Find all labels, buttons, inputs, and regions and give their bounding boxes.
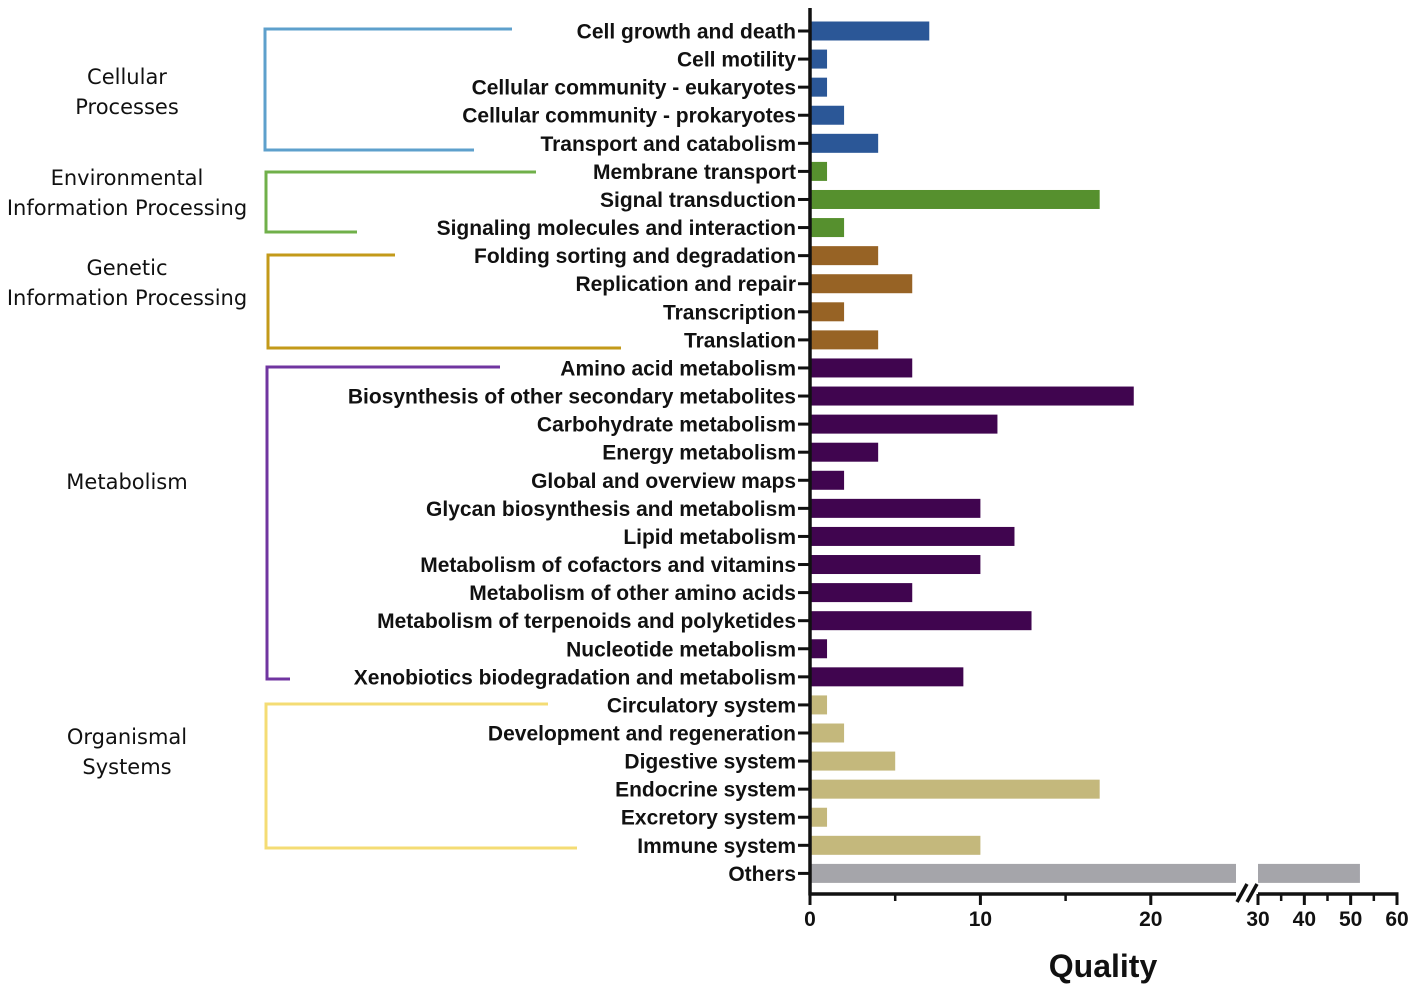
category-label-excretory-system: Excretory system bbox=[621, 807, 796, 830]
bracket-organismal-systems bbox=[264, 702, 577, 850]
bar-transcription bbox=[810, 302, 845, 322]
category-label-carbohydrate-metabolism: Carbohydrate metabolism bbox=[537, 414, 796, 437]
bar-immune-system bbox=[810, 835, 981, 855]
group-label-environmental-information-processing: Information Processing bbox=[7, 196, 247, 220]
category-label-biosynthesis-of-other-secondary-metabolites: Biosynthesis of other secondary metaboli… bbox=[348, 386, 796, 409]
group-label-genetic-information-processing: Information Processing bbox=[7, 286, 247, 310]
x-tick-label-20: 20 bbox=[1139, 908, 1162, 931]
group-label-metabolism: Metabolism bbox=[66, 470, 187, 494]
bar-folding-sorting-and-degradation bbox=[810, 246, 879, 266]
group-label-cellular-processes: Processes bbox=[75, 95, 179, 119]
group-label-cellular-processes: Cellular bbox=[87, 65, 167, 89]
bar-signal-transduction bbox=[810, 189, 1100, 209]
bars bbox=[810, 21, 1360, 883]
category-label-cellular-community-eukaryotes: Cellular community - eukaryotes bbox=[472, 77, 796, 100]
x-tick-label-10: 10 bbox=[969, 908, 992, 931]
bracket-cellular-processes bbox=[263, 27, 512, 152]
x-axis-title: Quality bbox=[1049, 948, 1158, 984]
bar-metabolism-of-terpenoids-and-polyketides bbox=[810, 611, 1032, 631]
category-label-lipid-metabolism: Lipid metabolism bbox=[623, 526, 796, 549]
bar-cellular-community-prokaryotes bbox=[810, 105, 845, 125]
bar-cell-motility bbox=[810, 49, 828, 69]
bar-signaling-molecules-and-interaction bbox=[810, 218, 845, 238]
category-label-others: Others bbox=[728, 863, 796, 886]
bar-carbohydrate-metabolism bbox=[810, 414, 998, 434]
x-tick-label-40: 40 bbox=[1293, 908, 1316, 931]
x-tick-label-60: 60 bbox=[1385, 908, 1408, 931]
bracket-metabolism bbox=[265, 365, 500, 681]
bar-xenobiotics-biodegradation-and-metabolism bbox=[810, 667, 964, 687]
bar-others-continued bbox=[1258, 863, 1360, 883]
category-label-membrane-transport: Membrane transport bbox=[593, 161, 796, 184]
bar-replication-and-repair bbox=[810, 274, 913, 294]
category-label-amino-acid-metabolism: Amino acid metabolism bbox=[560, 357, 796, 380]
category-label-transport-and-catabolism: Transport and catabolism bbox=[540, 133, 796, 156]
category-labels: Cell growth and death Cell motility Cellul… bbox=[348, 21, 796, 886]
category-label-cellular-community-prokaryotes: Cellular community - prokaryotes bbox=[462, 105, 796, 128]
category-label-digestive-system: Digestive system bbox=[624, 751, 796, 774]
group-label-organismal-systems: Organismal bbox=[67, 725, 187, 749]
axis-break-mark-left bbox=[1235, 883, 1249, 903]
bar-development-and-regeneration bbox=[810, 723, 845, 743]
bar-metabolism-of-other-amino-acids bbox=[810, 583, 913, 603]
bar-global-and-overview-maps bbox=[810, 470, 845, 490]
category-label-translation: Translation bbox=[684, 329, 796, 352]
group-brackets bbox=[263, 27, 621, 850]
axis-break-mark-right bbox=[1245, 883, 1259, 903]
bar-excretory-system bbox=[810, 807, 828, 827]
category-label-global-and-overview-maps: Global and overview maps bbox=[531, 470, 796, 493]
x-tick-label-50: 50 bbox=[1339, 908, 1362, 931]
group-label-environmental-information-processing: Environmental bbox=[51, 166, 204, 190]
bar-lipid-metabolism bbox=[810, 526, 1015, 546]
bar-nucleotide-metabolism bbox=[810, 639, 828, 659]
bar-energy-metabolism bbox=[810, 442, 879, 462]
bar-amino-acid-metabolism bbox=[810, 358, 913, 378]
x-tick-label-30: 30 bbox=[1246, 908, 1269, 931]
category-label-replication-and-repair: Replication and repair bbox=[575, 273, 796, 296]
category-label-immune-system: Immune system bbox=[637, 835, 796, 858]
category-label-folding-sorting-and-degradation: Folding sorting and degradation bbox=[474, 245, 796, 268]
axes: 0 10 20 30 40 50 60 bbox=[798, 8, 1409, 931]
category-label-development-and-regeneration: Development and regeneration bbox=[488, 723, 796, 746]
category-label-cell-growth-and-death: Cell growth and death bbox=[577, 21, 796, 44]
bar-transport-and-catabolism bbox=[810, 133, 879, 153]
category-label-xenobiotics-biodegradation-and-metabolism: Xenobiotics biodegradation and metabolis… bbox=[354, 666, 796, 689]
category-label-circulatory-system: Circulatory system bbox=[607, 694, 796, 717]
category-label-metabolism-of-other-amino-acids: Metabolism of other amino acids bbox=[469, 582, 796, 605]
category-label-energy-metabolism: Energy metabolism bbox=[602, 442, 796, 465]
category-label-endocrine-system: Endocrine system bbox=[615, 779, 796, 802]
category-label-glycan-biosynthesis-and-metabolism: Glycan biosynthesis and metabolism bbox=[426, 498, 796, 521]
category-label-transcription: Transcription bbox=[663, 301, 796, 324]
bar-biosynthesis-of-other-secondary-metabolites bbox=[810, 386, 1134, 406]
group-labels: Cellular Processes Environmental Informatio… bbox=[7, 65, 247, 779]
bar-circulatory-system bbox=[810, 695, 828, 715]
bar-cellular-community-eukaryotes bbox=[810, 77, 828, 97]
category-label-signal-transduction: Signal transduction bbox=[600, 189, 796, 212]
category-label-nucleotide-metabolism: Nucleotide metabolism bbox=[566, 638, 796, 661]
bar-digestive-system bbox=[810, 751, 896, 771]
bar-glycan-biosynthesis-and-metabolism bbox=[810, 498, 981, 518]
bar-metabolism-of-cofactors-and-vitamins bbox=[810, 555, 981, 575]
category-label-metabolism-of-cofactors-and-vitamins: Metabolism of cofactors and vitamins bbox=[420, 554, 796, 577]
bar-cell-growth-and-death bbox=[810, 21, 930, 41]
category-label-signaling-molecules-and-interaction: Signaling molecules and interaction bbox=[437, 217, 796, 240]
bracket-genetic-information-processing bbox=[266, 253, 621, 350]
bar-endocrine-system bbox=[810, 779, 1100, 799]
group-label-genetic-information-processing: Genetic bbox=[86, 256, 167, 280]
bar-translation bbox=[810, 330, 879, 350]
category-label-metabolism-of-terpenoids-and-polyketides: Metabolism of terpenoids and polyketides bbox=[377, 610, 796, 633]
x-tick-label-0: 0 bbox=[804, 908, 816, 931]
bar-others bbox=[810, 863, 1236, 883]
bar-membrane-transport bbox=[810, 161, 828, 181]
bracket-environmental-information-processing bbox=[264, 170, 536, 234]
group-label-organismal-systems: Systems bbox=[82, 755, 171, 779]
category-label-cell-motility: Cell motility bbox=[677, 49, 796, 72]
